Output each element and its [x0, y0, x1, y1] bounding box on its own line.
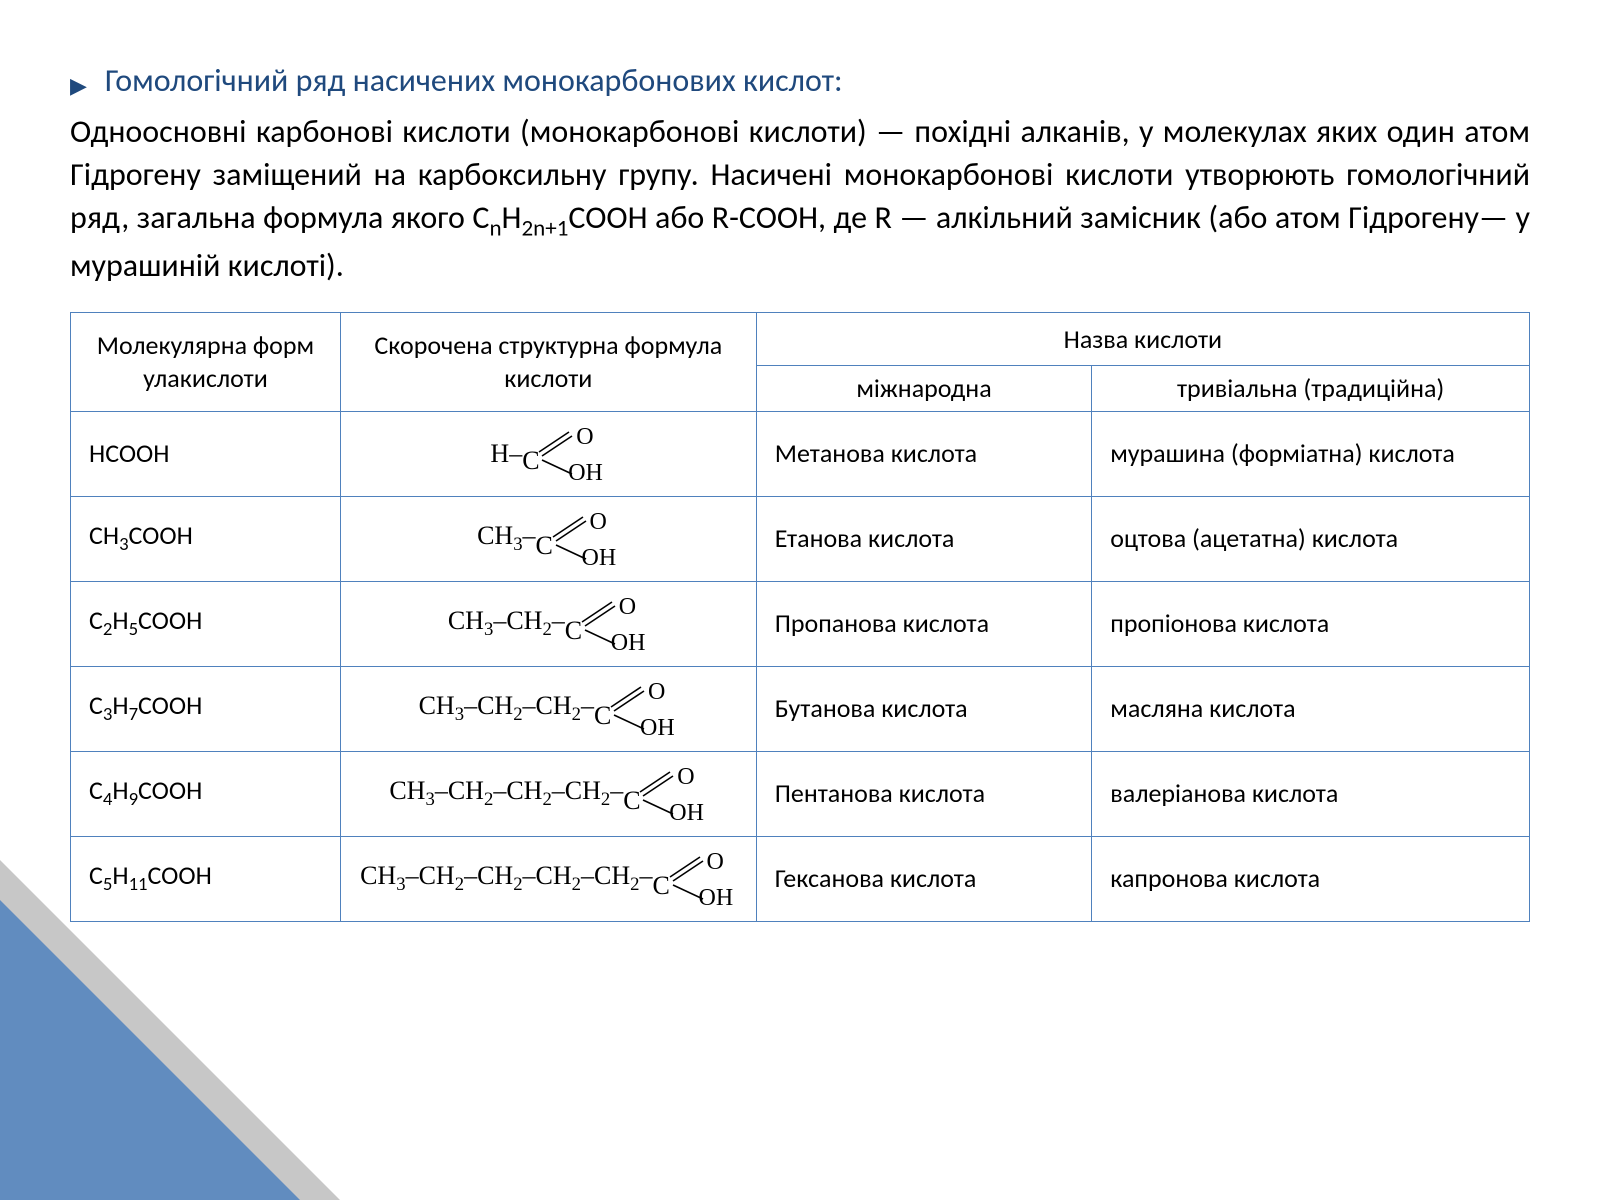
cell-trivial: оцтова (ацетатна) кислота	[1092, 496, 1530, 581]
struct-prefix: CH3–CH2–CH2–CH2–	[389, 776, 623, 805]
th-name-group: Назва кислоти	[756, 312, 1529, 366]
corner-accent	[0, 900, 300, 1200]
table-row: HCOOHH–COOHМетанова кислотамурашина (фор…	[71, 411, 1530, 496]
cell-structural: CH3–CH2–CH2–COOH	[340, 666, 756, 751]
cell-trivial: мурашина (форміатна) кислота	[1092, 411, 1530, 496]
struct-prefix: CH3–CH2–	[448, 606, 565, 635]
cell-trivial: валеріанова кислота	[1092, 751, 1530, 836]
table-row: C3H7COOHCH3–CH2–CH2–COOHБутанова кислота…	[71, 666, 1530, 751]
cell-trivial: пропіонова кислота	[1092, 581, 1530, 666]
table-row: C2H5COOHCH3–CH2–COOHПропанова кислотапро…	[71, 581, 1530, 666]
cell-international: Метанова кислота	[756, 411, 1092, 496]
cell-international: Гексанова кислота	[756, 836, 1092, 921]
heading-text: Гомологічний ряд насичених монокарбонови…	[105, 60, 843, 102]
cell-molecular: CH3COOH	[71, 496, 341, 581]
cell-international: Етанова кислота	[756, 496, 1092, 581]
cell-molecular: C4H9COOH	[71, 751, 341, 836]
cell-structural: CH3–COOH	[340, 496, 756, 581]
table-row: C4H9COOHCH3–CH2–CH2–CH2–COOHПентанова ки…	[71, 751, 1530, 836]
cell-molecular: C3H7COOH	[71, 666, 341, 751]
cell-molecular: C2H5COOH	[71, 581, 341, 666]
cell-molecular: HCOOH	[71, 411, 341, 496]
cell-structural: H–COOH	[340, 411, 756, 496]
cell-international: Пентанова кислота	[756, 751, 1092, 836]
cell-trivial: масляна кислота	[1092, 666, 1530, 751]
carboxyl-group: COOH	[565, 596, 649, 652]
cell-international: Пропанова кислота	[756, 581, 1092, 666]
th-name-international: міжнародна	[756, 366, 1092, 412]
paragraph-text: Одноосновні карбонові кислоти (монокарбо…	[70, 110, 1530, 288]
table-row: CH3COOHCH3–COOHЕтанова кислотаоцтова (ац…	[71, 496, 1530, 581]
th-molecular: Молекулярна форм улакислоти	[71, 312, 341, 411]
cell-international: Бутанова кислота	[756, 666, 1092, 751]
cell-structural: CH3–CH2–CH2–CH2–CH2–COOH	[340, 836, 756, 921]
table-header-row: Молекулярна форм улакислоти Скорочена ст…	[71, 312, 1530, 366]
struct-prefix: CH3–CH2–CH2–CH2–CH2–	[360, 861, 652, 890]
carboxyl-group: COOH	[653, 851, 737, 907]
carboxyl-group: COOH	[594, 681, 678, 737]
cell-structural: CH3–CH2–COOH	[340, 581, 756, 666]
cell-trivial: капронова кислота	[1092, 836, 1530, 921]
acids-table: Молекулярна форм улакислоти Скорочена ст…	[70, 312, 1530, 922]
cell-structural: CH3–CH2–CH2–CH2–COOH	[340, 751, 756, 836]
struct-prefix: CH3–CH2–CH2–	[419, 691, 594, 720]
bullet-icon: ▶	[70, 72, 87, 99]
slide: ▶ Гомологічний ряд насичених монокарбоно…	[0, 0, 1600, 922]
heading-row: ▶ Гомологічний ряд насичених монокарбоно…	[70, 60, 1530, 102]
carboxyl-group: COOH	[623, 766, 707, 822]
struct-prefix: CH3–	[477, 521, 535, 550]
th-structural: Скорочена структурна формула кислоти	[340, 312, 756, 411]
carboxyl-group: COOH	[536, 511, 620, 567]
th-name-trivial: тривіальна (традиційна)	[1092, 366, 1530, 412]
struct-prefix: H–	[490, 439, 522, 468]
carboxyl-group: COOH	[522, 426, 606, 482]
